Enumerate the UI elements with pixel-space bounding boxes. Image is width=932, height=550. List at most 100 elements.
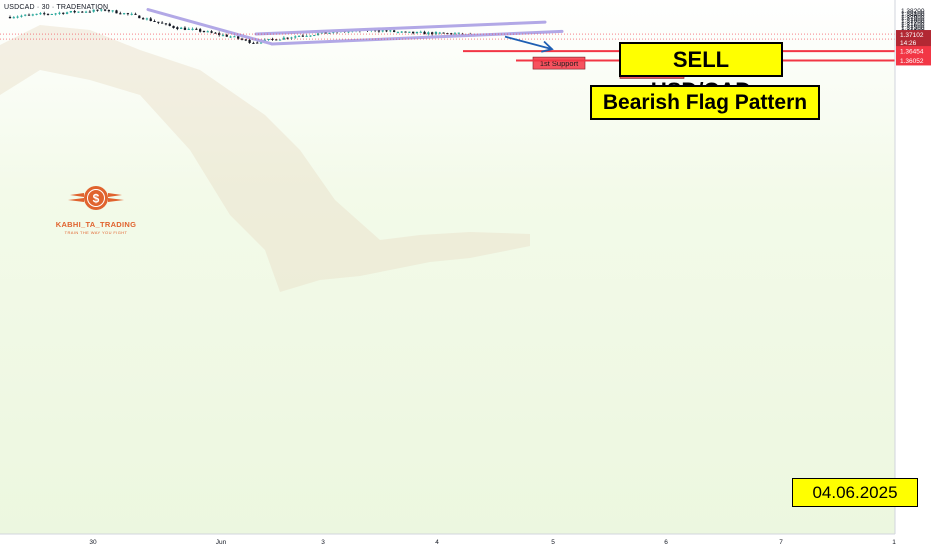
price-tick-label: 1.38200 — [901, 8, 925, 15]
date-banner: 04.06.2025 — [792, 478, 918, 507]
time-tick-label: 5 — [551, 539, 555, 546]
candle-body — [453, 33, 457, 35]
candle-body — [286, 37, 289, 39]
candle-body — [77, 11, 80, 13]
candle-body — [157, 21, 160, 23]
candle-body — [392, 30, 396, 32]
candle-body — [240, 38, 244, 40]
candle-body — [309, 35, 312, 37]
candle-body — [12, 17, 15, 19]
candle-body — [450, 33, 453, 35]
candle-body — [16, 16, 19, 18]
candle-body — [168, 23, 171, 26]
price-axis-panel — [895, 0, 932, 550]
candle-body — [58, 12, 61, 14]
cloud-band — [0, 25, 530, 292]
candle-body — [187, 28, 190, 30]
flag-pole-line — [146, 8, 274, 46]
support-price-value: 1.36454 — [900, 49, 924, 56]
candle-body — [130, 13, 133, 15]
dollar-coin-icon: $ — [68, 186, 124, 210]
candle-body — [164, 23, 168, 25]
candle-body — [43, 13, 46, 15]
candle-body — [275, 39, 278, 41]
candle-body — [195, 28, 198, 30]
candle-body — [381, 30, 384, 32]
candle-body — [24, 14, 27, 16]
candle-body — [271, 38, 274, 40]
candle-body — [324, 32, 327, 34]
current-price-value: 1.37102 — [900, 32, 924, 39]
candle-body — [214, 32, 217, 34]
candle-body — [141, 18, 145, 20]
candle-body — [202, 30, 206, 32]
candle-body — [88, 11, 92, 13]
candle-body — [119, 13, 122, 15]
candle-body — [408, 31, 411, 33]
candle-body — [84, 11, 88, 13]
candle-body — [248, 39, 251, 43]
candle-body — [396, 31, 400, 33]
candle-body — [233, 36, 236, 38]
time-tick-label: 3 — [321, 539, 325, 546]
candle-body — [73, 10, 76, 13]
price-tick-label: 1.37700 — [901, 20, 925, 27]
brand-logo: $ KABHI_TA_TRADING TRAIN THE WAY YOU FIG… — [46, 183, 146, 235]
candle-body — [457, 32, 460, 34]
candle-body — [35, 13, 38, 15]
candle-body — [419, 31, 422, 33]
candle-body — [92, 9, 95, 12]
candle-body — [31, 14, 34, 16]
candle-body — [96, 9, 99, 11]
candle-body — [252, 42, 255, 44]
candle-body — [225, 34, 228, 37]
current-price-countdown: 14:26 — [900, 40, 917, 47]
candle-body — [347, 31, 350, 33]
candle-body — [62, 12, 65, 14]
candle-body — [180, 27, 183, 30]
candle-body — [50, 13, 53, 15]
time-tick-label: 30 — [89, 539, 97, 546]
candle-body — [153, 20, 156, 22]
support-price-tag — [896, 46, 931, 57]
price-tick-label: 1.37900 — [901, 15, 925, 22]
candle-body — [191, 28, 194, 30]
time-tick-label: 6 — [664, 539, 668, 546]
flag-lower-line — [270, 29, 564, 46]
current-price-tag — [896, 30, 931, 48]
candle-body — [385, 30, 388, 32]
candle-body — [434, 32, 438, 35]
candle-body — [412, 31, 415, 34]
time-tick-label: 1 — [892, 539, 896, 546]
title-banner: SELL USD/CAD — [619, 42, 783, 103]
time-tick-label: Jun — [216, 539, 227, 546]
candle-body — [328, 32, 331, 34]
candle-body — [145, 18, 149, 20]
candle-body — [313, 35, 316, 37]
candle-body — [111, 10, 114, 12]
candle-body — [415, 31, 419, 34]
candle-body — [267, 38, 270, 40]
candle-body — [282, 37, 285, 40]
price-axis: 1.382001.381001.380001.379001.378001.377… — [894, 0, 932, 550]
candle-body — [69, 10, 72, 13]
ticker-label: USDCAD · 30 · TRADENATION — [4, 4, 109, 11]
candle-body — [107, 10, 111, 12]
candle-body — [54, 13, 57, 15]
candle-body — [172, 25, 175, 29]
candle-body — [244, 39, 247, 41]
ichimoku-cloud — [0, 25, 530, 292]
candle-body — [237, 36, 240, 39]
candle-body — [256, 42, 259, 44]
candle-body — [431, 32, 434, 35]
logo-name: KABHI_TA_TRADING — [55, 220, 137, 229]
candle-body — [446, 33, 449, 35]
candle-body — [221, 34, 225, 36]
candle-body — [126, 13, 130, 15]
support-price-value: 1.36052 — [900, 58, 924, 65]
price-tick-label: 1.37500 — [901, 24, 925, 31]
price-tick-label: 1.37800 — [901, 17, 925, 24]
price-tick-label: 1.38100 — [901, 10, 925, 17]
